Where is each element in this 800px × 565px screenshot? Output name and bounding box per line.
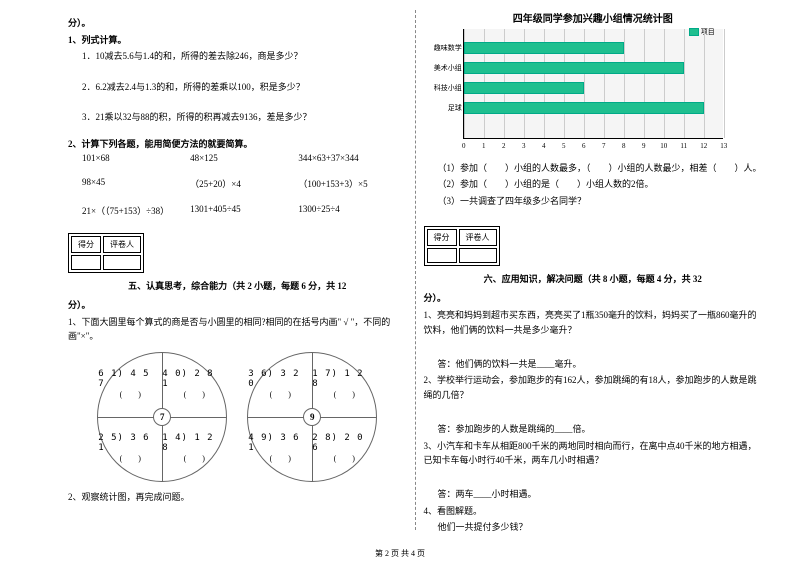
section5-title: 五、认真思考，综合能力（共 2 小题，每题 6 分，共 12 bbox=[68, 279, 407, 292]
calc-row: 21×（（75+153）÷38） 1301+405÷45 1300÷25÷4 bbox=[82, 204, 407, 217]
chart-title: 四年级同学参加兴趣小组情况统计图 bbox=[424, 10, 763, 25]
div-expr: 1 4) 1 2 8 bbox=[162, 433, 226, 453]
grader-label: 评卷人 bbox=[459, 229, 497, 246]
a2: 答：参加跑步的人数是跳绳的____倍。 bbox=[424, 422, 763, 436]
q5-1: 1、下面大圆里每个算式的商是否与小圆里的相同?相同的在括号内画" √ "，不同的… bbox=[68, 315, 407, 344]
expr: 21×（（75+153）÷38） bbox=[82, 204, 190, 217]
p3: 3、小汽车和卡车从相距800千米的两地同时相向而行，在离中点40千米的地方相遇，… bbox=[424, 439, 763, 468]
score-suffix: 分）。 bbox=[424, 291, 763, 304]
div-expr: 1 7) 1 2 8 bbox=[312, 369, 376, 389]
q5-2: 2、观察统计图，再完成问题。 bbox=[68, 490, 407, 504]
p2: 2、学校举行运动会，参加跑步的有162人，参加跳绳的有18人，参加跑步的人数是跳… bbox=[424, 373, 763, 402]
q2-head: 2、计算下列各题，能用简便方法的就要简算。 bbox=[68, 137, 407, 151]
chart-q2: （2）参加（ ）小组的是（ ）小组人数的2倍。 bbox=[424, 177, 763, 191]
expr: （25+20）×4 bbox=[190, 177, 298, 190]
page: 分）。 1、列式计算。 1．10减去5.6与1.4的和，所得的差去除246，商是… bbox=[0, 0, 800, 540]
score-suffix-mid: 分）。 bbox=[68, 298, 407, 311]
q1-1: 1．10减去5.6与1.4的和，所得的差去除246，商是多少？ bbox=[68, 49, 407, 63]
circle-left: 6 1) 4 5 7( ) 4 0) 2 8 1( ) 2 5) 3 6 1( … bbox=[97, 352, 227, 482]
a3: 答：两车____小时相遇。 bbox=[424, 487, 763, 501]
a1: 答：他们俩的饮料一共是____毫升。 bbox=[424, 357, 763, 371]
calc-row: 98×45 （25+20）×4 （100+153+3）×5 bbox=[82, 177, 407, 190]
chart-q1: （1）参加（ ）小组的人数最多，（ ）小组的人数最少，相差（ ）人。 bbox=[424, 161, 763, 175]
expr: 98×45 bbox=[82, 177, 190, 190]
div-expr: 6 1) 4 5 7 bbox=[98, 369, 162, 389]
div-expr: 2 8) 2 0 6 bbox=[312, 433, 376, 453]
q1-head: 1、列式计算。 bbox=[68, 33, 407, 47]
expr: 1301+405÷45 bbox=[190, 204, 298, 217]
p4b: 他们一共提付多少钱？ bbox=[424, 520, 763, 534]
calc-row: 101×68 48×125 344×63+37×344 bbox=[82, 153, 407, 163]
score-label: 得分 bbox=[71, 236, 101, 253]
page-footer: 第 2 页 共 4 页 bbox=[0, 548, 800, 559]
score-label: 得分 bbox=[427, 229, 457, 246]
q1-3: 3．21乘以32与88的积，所得的积再减去9136，差是多少？ bbox=[68, 110, 407, 124]
p1: 1、亮亮和妈妈到超市买东西，亮亮买了1瓶350毫升的饮料，妈妈买了一瓶860毫升… bbox=[424, 308, 763, 337]
score-box: 得分评卷人 bbox=[424, 226, 500, 266]
chart-q3: （3）一共调查了四年级多少名同学？ bbox=[424, 194, 763, 208]
q1-2: 2．6.2减去2.4与1.3的和，所得的差乘以100，积是多少？ bbox=[68, 80, 407, 94]
p4: 4、看图解题。 bbox=[424, 504, 763, 518]
expr: 1300÷25÷4 bbox=[298, 204, 406, 217]
div-expr: 4 9) 3 6 1 bbox=[248, 433, 312, 453]
div-expr: 3 6) 3 2 0 bbox=[248, 369, 312, 389]
expr: 48×125 bbox=[190, 153, 298, 163]
expr: （100+153+3）×5 bbox=[298, 177, 406, 190]
circles-diagram: 6 1) 4 5 7( ) 4 0) 2 8 1( ) 2 5) 3 6 1( … bbox=[68, 352, 407, 482]
expr: 101×68 bbox=[82, 153, 190, 163]
circle-center: 7 bbox=[153, 408, 171, 426]
expr: 344×63+37×344 bbox=[298, 153, 406, 163]
grader-label: 评卷人 bbox=[103, 236, 141, 253]
bar-chart: 项目 012345678910111213趣味数学美术小组科技小组足球 bbox=[463, 29, 723, 139]
score-suffix-top: 分）。 bbox=[68, 16, 407, 29]
right-column: 四年级同学参加兴趣小组情况统计图 项目 012345678910111213趣味… bbox=[416, 10, 771, 540]
circle-right: 3 6) 3 2 0( ) 1 7) 1 2 8( ) 4 9) 3 6 1( … bbox=[247, 352, 377, 482]
section6-title: 六、应用知识，解决问题（共 8 小题，每题 4 分，共 32 bbox=[424, 272, 763, 285]
div-expr: 2 5) 3 6 1 bbox=[98, 433, 162, 453]
div-expr: 4 0) 2 8 1 bbox=[162, 369, 226, 389]
chart-legend: 项目 bbox=[689, 27, 715, 37]
circle-center: 9 bbox=[303, 408, 321, 426]
left-column: 分）。 1、列式计算。 1．10减去5.6与1.4的和，所得的差去除246，商是… bbox=[60, 10, 415, 540]
score-box: 得分评卷人 bbox=[68, 233, 144, 273]
